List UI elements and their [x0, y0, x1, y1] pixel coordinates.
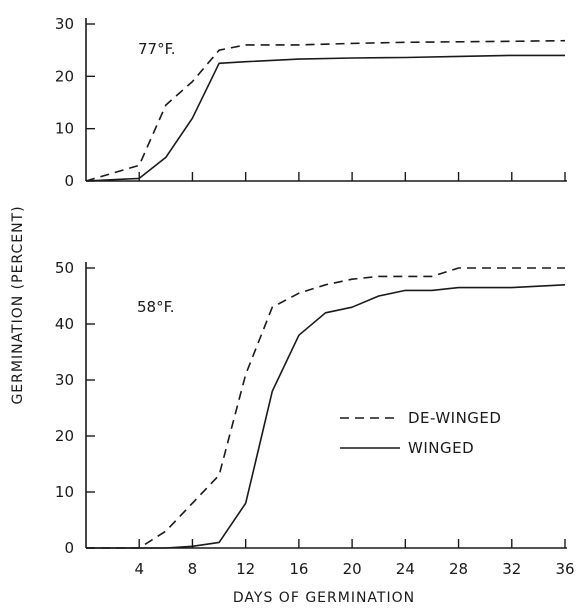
panel-77f: 0 10 20 30 77°F.	[55, 15, 567, 190]
x-tick-label: 20	[343, 560, 362, 578]
legend: DE-WINGED WINGED	[340, 409, 501, 457]
x-tick-label: 36	[555, 560, 574, 578]
y-axis-label: GERMINATION (PERCENT)	[10, 205, 26, 404]
series-de-winged-line	[85, 39, 566, 182]
y-tick-label: 50	[55, 259, 74, 277]
x-tick-label: 12	[236, 560, 255, 578]
y-tick-label: 10	[55, 483, 74, 501]
panel-58f: 0 10 20 30 40 50 4 8 12 16 20 24 28 32 36 58°F.	[55, 259, 575, 578]
y-tick-label: 40	[55, 315, 74, 333]
x-tick-label: 8	[188, 560, 198, 578]
x-tick-label: 28	[449, 560, 468, 578]
panel-label: 77°F.	[138, 40, 176, 58]
x-tick-label: 16	[289, 560, 308, 578]
x-axis-label: DAYS OF GERMINATION	[233, 590, 415, 606]
series-de-winged-line	[86, 267, 565, 549]
y-tick-label: 10	[55, 120, 74, 138]
y-tick-label: 0	[64, 172, 74, 190]
series-winged-line	[85, 54, 565, 182]
y-tick-label: 20	[55, 67, 74, 85]
x-tick-label: 24	[396, 560, 415, 578]
legend-label-winged: WINGED	[408, 439, 474, 457]
legend-label-de-winged: DE-WINGED	[408, 409, 501, 427]
x-tick-label: 4	[134, 560, 144, 578]
series-winged-line	[86, 284, 566, 549]
x-tick-label: 32	[502, 560, 521, 578]
panel-label: 58°F.	[137, 298, 175, 316]
y-tick-label: 20	[55, 427, 74, 445]
y-tick-label: 30	[55, 371, 74, 389]
y-tick-label: 30	[55, 15, 74, 33]
y-tick-label: 0	[64, 539, 74, 557]
